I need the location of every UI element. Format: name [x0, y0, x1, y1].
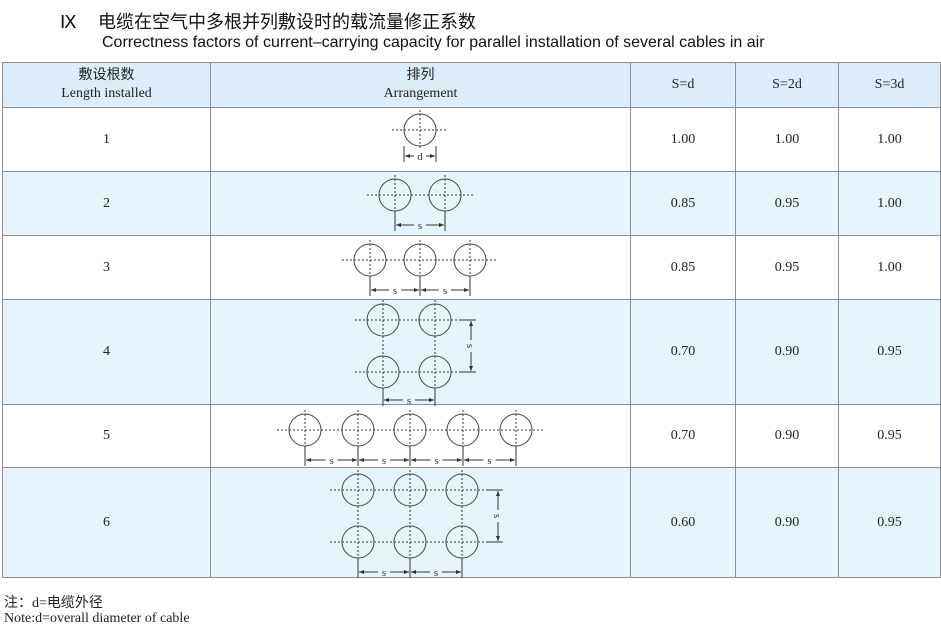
factor-s-3d: 1.00: [838, 235, 941, 300]
note-zh: 注：d=电缆外径: [4, 596, 103, 611]
factor-s-3d: 1.00: [838, 107, 941, 172]
factor-s-d: 0.70: [630, 404, 736, 468]
arrangement-cell: [210, 299, 631, 405]
arrangement-cell: [210, 107, 631, 172]
title-zh: Ⅸ 电缆在空气中多根并列敷设时的载流量修正系数: [60, 8, 476, 34]
header-s-3d: S=3d: [838, 62, 941, 108]
factor-s-2d: 0.90: [735, 299, 839, 405]
header-s-2d: S=2d: [735, 62, 839, 108]
table-header: 敷设根数 Length installed 排列 Arrangement S=d S…: [2, 62, 941, 108]
factor-s-d: 1.00: [630, 107, 736, 172]
header-count-en: Length installed: [61, 86, 152, 101]
factor-s-2d: 0.95: [735, 235, 839, 300]
factor-s-3d: 0.95: [838, 467, 941, 578]
correction-factor-table: 敷设根数 Length installed 排列 Arrangement S=d S…: [2, 62, 941, 578]
factor-s-d: 0.70: [630, 299, 736, 405]
factor-s-2d: 0.90: [735, 467, 839, 578]
arrangement-cell: [210, 171, 631, 236]
row-count: 1: [2, 107, 211, 172]
section-number: Ⅸ: [60, 12, 77, 33]
table-row: 3 0.85 0.95 1.00: [2, 235, 941, 300]
factor-s-d: 0.60: [630, 467, 736, 578]
table-row: 5 0.70 0.90 0.95: [2, 404, 941, 468]
table-row: 4 0.70 0.90 0.95: [2, 299, 941, 405]
title-en: Correctness factors of current–carrying …: [102, 34, 765, 51]
row-count: 2: [2, 171, 211, 236]
row-count: 5: [2, 404, 211, 468]
table-row: 6 0.60 0.90 0.95: [2, 467, 941, 578]
factor-s-3d: 0.95: [838, 299, 941, 405]
row-count: 6: [2, 467, 211, 578]
arrangement-cell: [210, 467, 631, 578]
factor-s-3d: 1.00: [838, 171, 941, 236]
note-en: Note:d=overall diameter of cable: [4, 611, 190, 626]
arrangement-cell: [210, 404, 631, 468]
header-count: 敷设根数 Length installed: [2, 62, 211, 108]
header-count-zh: 敷设根数: [78, 68, 135, 83]
arrangement-cell: [210, 235, 631, 300]
factor-s-d: 0.85: [630, 171, 736, 236]
row-count: 4: [2, 299, 211, 405]
factor-s-2d: 1.00: [735, 107, 839, 172]
factor-s-2d: 0.90: [735, 404, 839, 468]
table-row: 1 1.00 1.00 1.00: [2, 107, 941, 172]
table-row: 2 0.85 0.95 1.00: [2, 171, 941, 236]
header-s-d: S=d: [630, 62, 736, 108]
header-arrangement-zh: 排列: [406, 68, 435, 83]
factor-s-2d: 0.95: [735, 171, 839, 236]
factor-s-3d: 0.95: [838, 404, 941, 468]
row-count: 3: [2, 235, 211, 300]
factor-s-d: 0.85: [630, 235, 736, 300]
title-zh-text: 电缆在空气中多根并列敷设时的载流量修正系数: [98, 12, 476, 33]
header-arrangement: 排列 Arrangement: [210, 62, 631, 108]
header-arrangement-en: Arrangement: [383, 86, 458, 101]
